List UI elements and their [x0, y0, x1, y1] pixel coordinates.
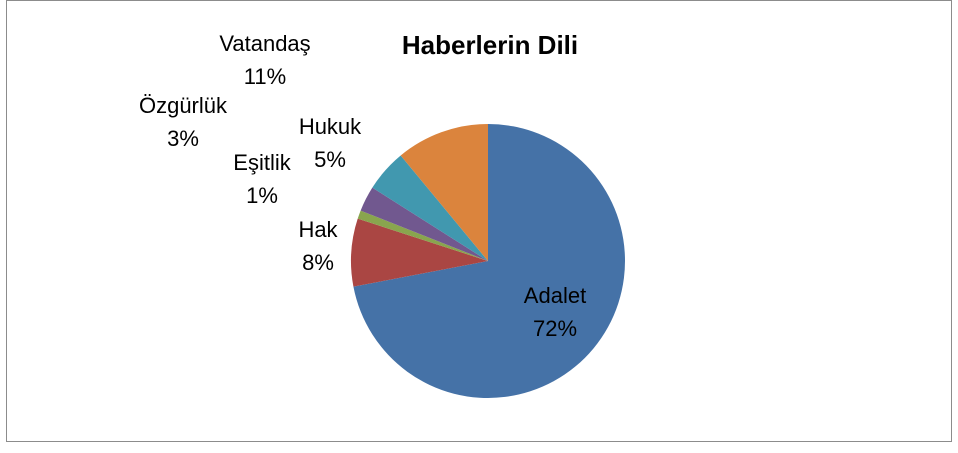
pie-slice	[357, 210, 488, 261]
slice-label: Hukuk	[299, 114, 362, 139]
pie-slice	[400, 124, 488, 261]
slice-label: Adalet	[524, 283, 586, 308]
pie-slice	[372, 155, 488, 261]
slice-label: Vatandaş	[219, 31, 310, 56]
pie-slice	[350, 218, 488, 287]
pie-slice	[360, 187, 488, 261]
slice-value-label: 3%	[167, 126, 199, 151]
slice-value-label: 11%	[244, 64, 286, 89]
slice-value-label: 5%	[314, 147, 346, 172]
slice-value-label: 8%	[302, 250, 334, 275]
slice-value-label: 1%	[246, 183, 278, 208]
slice-label: Eşitlik	[233, 150, 291, 175]
pie-slice	[353, 124, 625, 398]
chart-title: Haberlerin Dili	[402, 30, 578, 60]
slice-label: Hak	[298, 217, 338, 242]
slice-label: Özgürlük	[139, 93, 228, 118]
slice-value-label: 72%	[533, 316, 577, 341]
